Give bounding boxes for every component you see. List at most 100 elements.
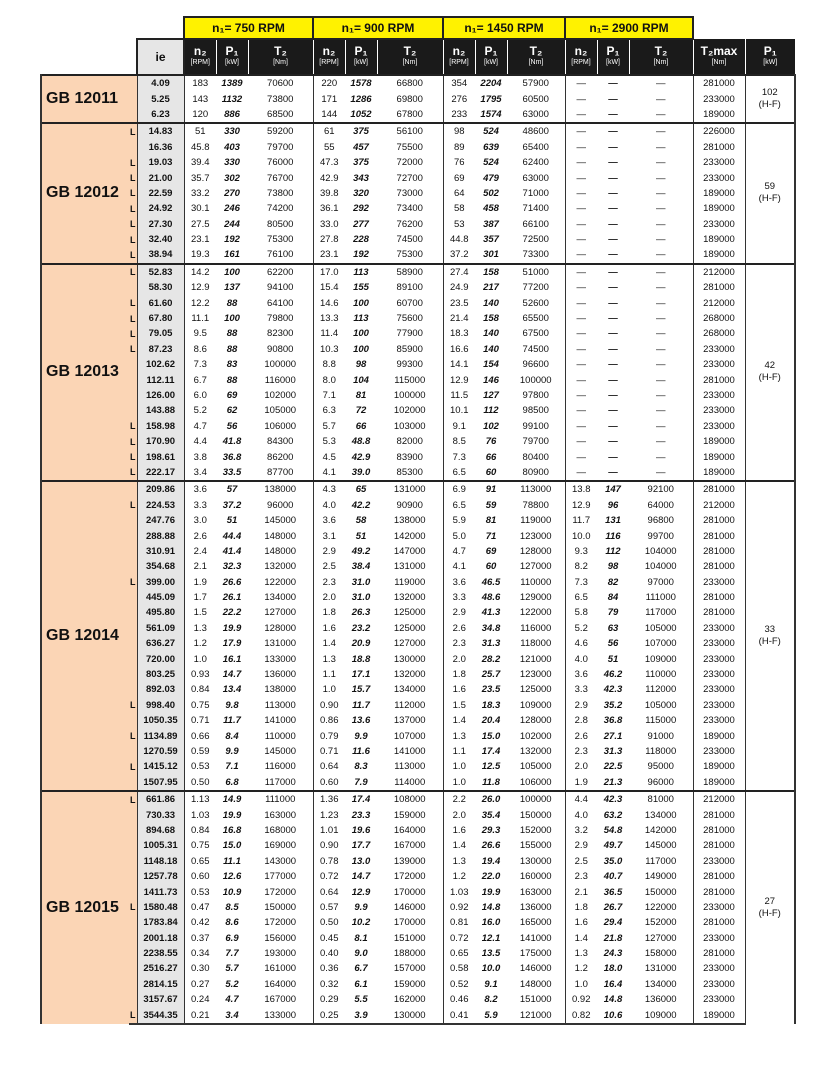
cell-n2-900: 61	[312, 122, 345, 140]
l-marker	[129, 868, 137, 885]
rpm-unit: RPM	[513, 21, 544, 35]
cell-t2-2900: 117000	[645, 607, 677, 619]
cell-p1-1450: 28.2	[481, 653, 501, 665]
cell-p1-2900: 36.5	[603, 886, 623, 898]
cell-t2-750: 143000	[264, 855, 297, 867]
ratio-cell: 170.90	[136, 433, 185, 450]
cell-n2-900: 2.0	[312, 589, 345, 606]
l-marker: L	[129, 247, 137, 264]
cell-n2-750: 0.84	[191, 684, 210, 696]
l-marker	[129, 512, 137, 529]
cell-n2-1450: 276	[442, 91, 475, 107]
cell-t2-2900: —	[629, 122, 693, 140]
cell-n2-2900: 2.3	[564, 868, 597, 885]
table-row: 247.76 3.0 51 145000 3.6 58 138000 5.9 81 119000 1…	[41, 512, 795, 529]
cell-n2-2900: —	[564, 464, 597, 482]
cell-n2-1450: 1.6	[442, 822, 475, 839]
cell-p1-900: 9.9	[354, 730, 368, 742]
cell-p1-2900: 131	[605, 515, 621, 527]
cell-n2-1450: 6.5	[442, 464, 475, 482]
cell-t2-1450: 79700	[522, 436, 549, 448]
cell-t2-2900: 107000	[644, 638, 677, 650]
cell-n2-750: 51	[184, 122, 216, 140]
cell-p1-900: 457	[353, 141, 369, 153]
cell-n2-1450: 5.0	[442, 528, 475, 544]
cell-n2-750: 2.1	[193, 561, 207, 573]
blank-corner	[41, 39, 137, 75]
column-header-row: ie n₂ [RPM] P₁ [kW] T₂ [Nm] n₂ [RPM] P₁ [kW] T₂ [Nm…	[41, 38, 795, 76]
table-row: 143.88 5.2 62 105000 6.3 72 102000 10.1 112 98500…	[41, 403, 795, 419]
cell-p1-1450: 26.6	[481, 840, 501, 852]
cell-n2-750: 0.34	[191, 948, 210, 960]
cell-n2-750: 3.0	[193, 515, 207, 527]
cell-p1-2900: 84	[607, 592, 619, 604]
table-row: L 87.23 8.6 88 90800 10.3 100 85900 16.6 140 74500…	[41, 341, 795, 358]
cell-t2-900: 138000	[393, 515, 426, 527]
cell-n2-2900: 9.3	[564, 543, 597, 560]
cell-p1-750: 9.8	[225, 699, 239, 711]
cell-t2-750: 111000	[248, 789, 313, 808]
cell-n2-750: 14.2	[184, 262, 216, 281]
cell-p1-900: 5.5	[354, 994, 368, 1006]
cell-t2-750: 79700	[267, 141, 294, 153]
table-row: 112.11 6.7 88 116000 8.0 104 115000 12.9 146 1000…	[41, 372, 795, 388]
cell-n2-900: 23.1	[312, 247, 345, 264]
cell-n2-900: 5.7	[312, 418, 345, 434]
column-unit: [Nm]	[273, 59, 288, 66]
table-row: 2001.18 0.37 6.9 156000 0.45 8.1 151000 0.72 12.…	[41, 930, 795, 946]
cell-p1-750: 14.9	[216, 789, 248, 808]
t2max-cell: 233000	[692, 357, 746, 373]
column-label: T₂max	[700, 43, 738, 58]
cell-p1-750: 100	[216, 262, 248, 281]
cell-n2-900: 2.9	[312, 543, 345, 560]
cell-t2-900: 74500	[396, 234, 423, 246]
cell-n2-1450: 10.1	[442, 403, 475, 419]
ratio-cell: 2814.15	[136, 976, 185, 993]
ratio-cell: 52.83	[136, 262, 185, 281]
t2max-cell: 189000	[692, 449, 746, 465]
cell-p1-2900: 40.7	[603, 871, 623, 883]
cell-p1-2900: —	[608, 374, 618, 386]
cell-n2-1450: 1.3	[442, 728, 475, 744]
rated-power-value: 59	[764, 181, 776, 193]
cell-p1-2900: 10.6	[597, 1007, 629, 1025]
t2max-cell: 233000	[692, 418, 746, 434]
cell-t2-750: 128000	[264, 622, 297, 634]
table-row: 1783.84 0.42 8.6 172000 0.50 10.2 170000 0.81 16…	[41, 915, 795, 931]
ratio-cell: 720.00	[136, 651, 185, 667]
t2max-cell: 233000	[692, 930, 746, 946]
cell-t2-750: 80500	[267, 218, 294, 230]
cell-p1-750: 11.1	[223, 855, 241, 867]
cell-p1-750: 244	[224, 218, 240, 230]
cell-p1-1450: 81	[485, 515, 497, 527]
table-row: 16.36 45.8 403 79700 55 457 75500 89 639 65400 — — —…	[41, 139, 795, 155]
cell-p1-750: 330	[224, 157, 240, 169]
cell-t2-750: 136000	[264, 669, 297, 681]
cell-n2-900: 39.8	[312, 185, 345, 202]
cell-t2-1450: 97800	[522, 390, 549, 401]
cell-t2-2900: —	[656, 451, 666, 463]
t2max-cell: 233000	[692, 899, 746, 916]
cell-p1-1450: 29.3	[481, 824, 501, 836]
cell-p1-750: 886	[224, 108, 240, 120]
l-marker	[129, 139, 137, 155]
cell-n2-2900: 13.8	[564, 480, 597, 498]
cell-p1-750: 8.6	[225, 917, 239, 929]
cell-t2-1450: 102000	[519, 730, 552, 742]
cell-t2-750: 75300	[267, 234, 294, 246]
cell-n2-750: 1.2	[193, 638, 207, 650]
rated-power-value: 33	[764, 624, 776, 636]
l-marker	[129, 976, 137, 993]
ratio-cell: 24.92	[136, 201, 185, 217]
table-row: GB 12013 L 52.83 14.2 100 62200 17.0 113 58900 27…	[40, 262, 796, 482]
cell-n2-2900: —	[564, 280, 597, 296]
cell-t2-900: 159000	[393, 978, 426, 990]
ratio-cell: 224.53	[136, 497, 185, 513]
cell-p1-900: 17.1	[351, 669, 371, 681]
l-marker: L	[129, 728, 137, 744]
cell-t2-750: 76700	[267, 172, 294, 184]
ratio-cell: 354.68	[136, 559, 185, 575]
cell-t2-750: 76000	[267, 157, 294, 169]
cell-t2-900: 130000	[393, 653, 426, 665]
cell-n2-900: 1.23	[312, 807, 345, 823]
